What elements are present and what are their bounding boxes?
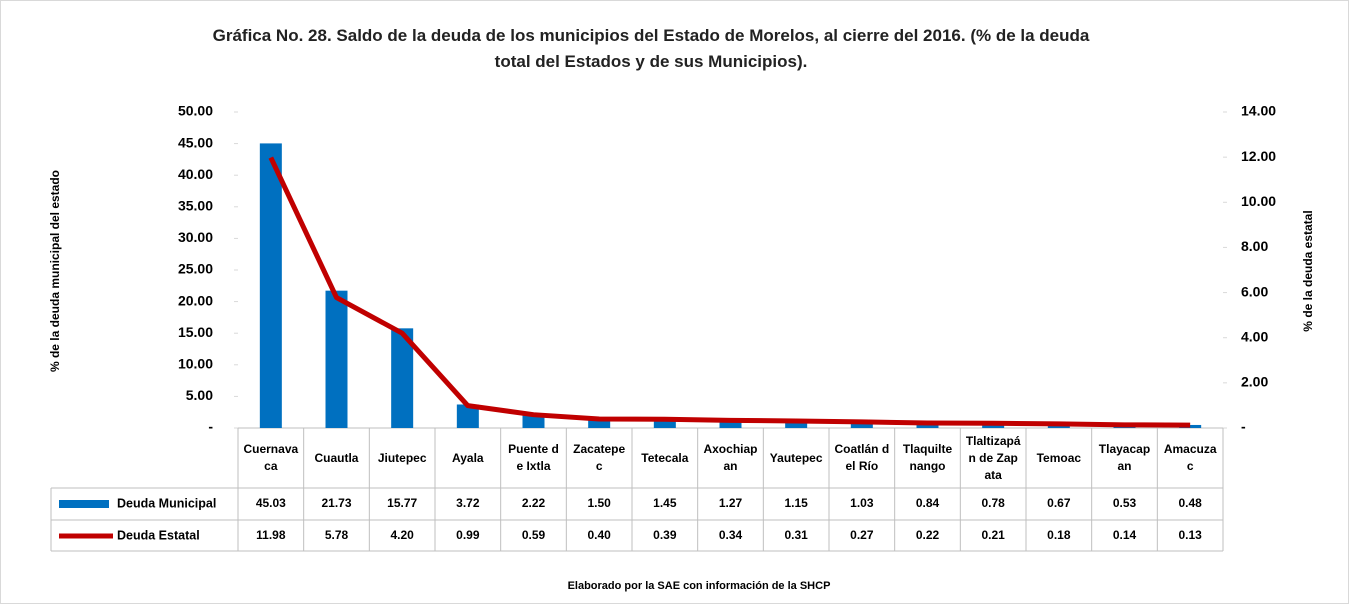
y2-tick-label: 10.00 xyxy=(1241,193,1276,209)
value-label: 0.67 xyxy=(1047,496,1071,510)
value-label: 3.72 xyxy=(456,496,480,510)
y2-tick-label: 6.00 xyxy=(1241,283,1268,299)
value-label: 1.15 xyxy=(784,496,808,510)
bar xyxy=(719,419,742,428)
y2-tick-label: 4.00 xyxy=(1241,328,1268,344)
y2-tick-label: 8.00 xyxy=(1241,238,1268,254)
value-label: 0.48 xyxy=(1178,496,1202,510)
x-tick-label: Yautepec xyxy=(769,450,823,465)
x-tick-label: Temoac xyxy=(1036,450,1082,465)
x-tick-label: Tlaquiltenango xyxy=(902,442,953,473)
value-label: 0.21 xyxy=(981,528,1005,542)
y-tick-label: 15.00 xyxy=(178,324,213,340)
x-tick-label: Coatlán del Río xyxy=(834,442,890,473)
value-label: 0.59 xyxy=(522,528,546,542)
bar xyxy=(588,418,611,428)
x-tick-label: Puente de Ixtla xyxy=(508,442,559,473)
value-label: 0.27 xyxy=(850,528,874,542)
x-tick-label: Tlayacapan xyxy=(1098,442,1151,473)
value-label: 0.34 xyxy=(719,528,743,542)
y2-axis-title: % de la deuda estatal xyxy=(1301,210,1315,331)
x-tick-label: Zacatepec xyxy=(573,442,626,473)
bar xyxy=(259,143,282,428)
y-tick-label: 30.00 xyxy=(178,229,213,245)
value-label: 45.03 xyxy=(256,496,286,510)
x-tick-label: Jiutepec xyxy=(377,450,427,465)
value-label: 0.13 xyxy=(1178,528,1202,542)
x-tick-label: Cuernavaca xyxy=(243,442,299,473)
value-label: 0.14 xyxy=(1113,528,1137,542)
value-label: 11.98 xyxy=(256,528,286,542)
chart-title: Gráfica No. 28. Saldo de la deuda de los… xyxy=(212,26,1090,71)
y2-tick-label: - xyxy=(1241,419,1246,435)
legend-label: Deuda Municipal xyxy=(117,496,216,510)
value-label: 0.39 xyxy=(653,528,677,542)
legend-swatch xyxy=(59,500,109,508)
y2-tick-label: 2.00 xyxy=(1241,374,1268,390)
bar xyxy=(653,418,676,428)
value-label: 4.20 xyxy=(390,528,414,542)
value-label: 1.03 xyxy=(850,496,874,510)
line xyxy=(268,156,1191,428)
y-tick-label: 5.00 xyxy=(186,387,213,403)
bar xyxy=(850,421,873,428)
source-note: Elaborado por la SAE con información de … xyxy=(568,580,831,592)
x-tick-label: Ayala xyxy=(452,450,484,465)
bar xyxy=(325,290,348,428)
y-axis-title: % de la deuda municipal del estado xyxy=(48,170,62,372)
value-label: 15.77 xyxy=(387,496,417,510)
y-tick-label: - xyxy=(208,419,213,435)
value-label: 1.27 xyxy=(719,496,743,510)
y-tick-label: 10.00 xyxy=(178,356,213,372)
y-tick-label: 35.00 xyxy=(178,198,213,214)
x-tick-label: Cuautla xyxy=(314,450,359,465)
value-label: 0.78 xyxy=(981,496,1005,510)
value-label: 0.22 xyxy=(916,528,940,542)
y2-tick-label: 12.00 xyxy=(1241,148,1276,164)
value-label: 0.84 xyxy=(916,496,940,510)
x-tick-label: Tlaltizapán de Zapata xyxy=(965,433,1021,482)
x-tick-label: Axochiapan xyxy=(703,442,758,473)
bar xyxy=(391,328,414,428)
value-label: 5.78 xyxy=(325,528,349,542)
x-tick-label: Tetecala xyxy=(641,450,689,465)
value-label: 0.31 xyxy=(784,528,808,542)
bar xyxy=(1179,424,1202,428)
y-tick-label: 40.00 xyxy=(178,166,213,182)
value-label: 0.40 xyxy=(587,528,611,542)
y-tick-label: 50.00 xyxy=(178,103,213,119)
y-tick-label: 20.00 xyxy=(178,292,213,308)
legend-label: Deuda Estatal xyxy=(117,528,200,542)
x-tick-label: Amacuzac xyxy=(1163,442,1217,473)
bar xyxy=(456,404,479,428)
value-label: 2.22 xyxy=(522,496,546,510)
value-label: 1.45 xyxy=(653,496,677,510)
value-label: 0.18 xyxy=(1047,528,1071,542)
value-label: 0.99 xyxy=(456,528,480,542)
bar xyxy=(785,420,808,428)
y-tick-label: 45.00 xyxy=(178,134,213,150)
y-tick-label: 25.00 xyxy=(178,261,213,277)
value-label: 0.53 xyxy=(1113,496,1137,510)
value-label: 21.73 xyxy=(321,496,351,510)
value-label: 1.50 xyxy=(587,496,611,510)
y2-tick-label: 14.00 xyxy=(1241,103,1276,119)
